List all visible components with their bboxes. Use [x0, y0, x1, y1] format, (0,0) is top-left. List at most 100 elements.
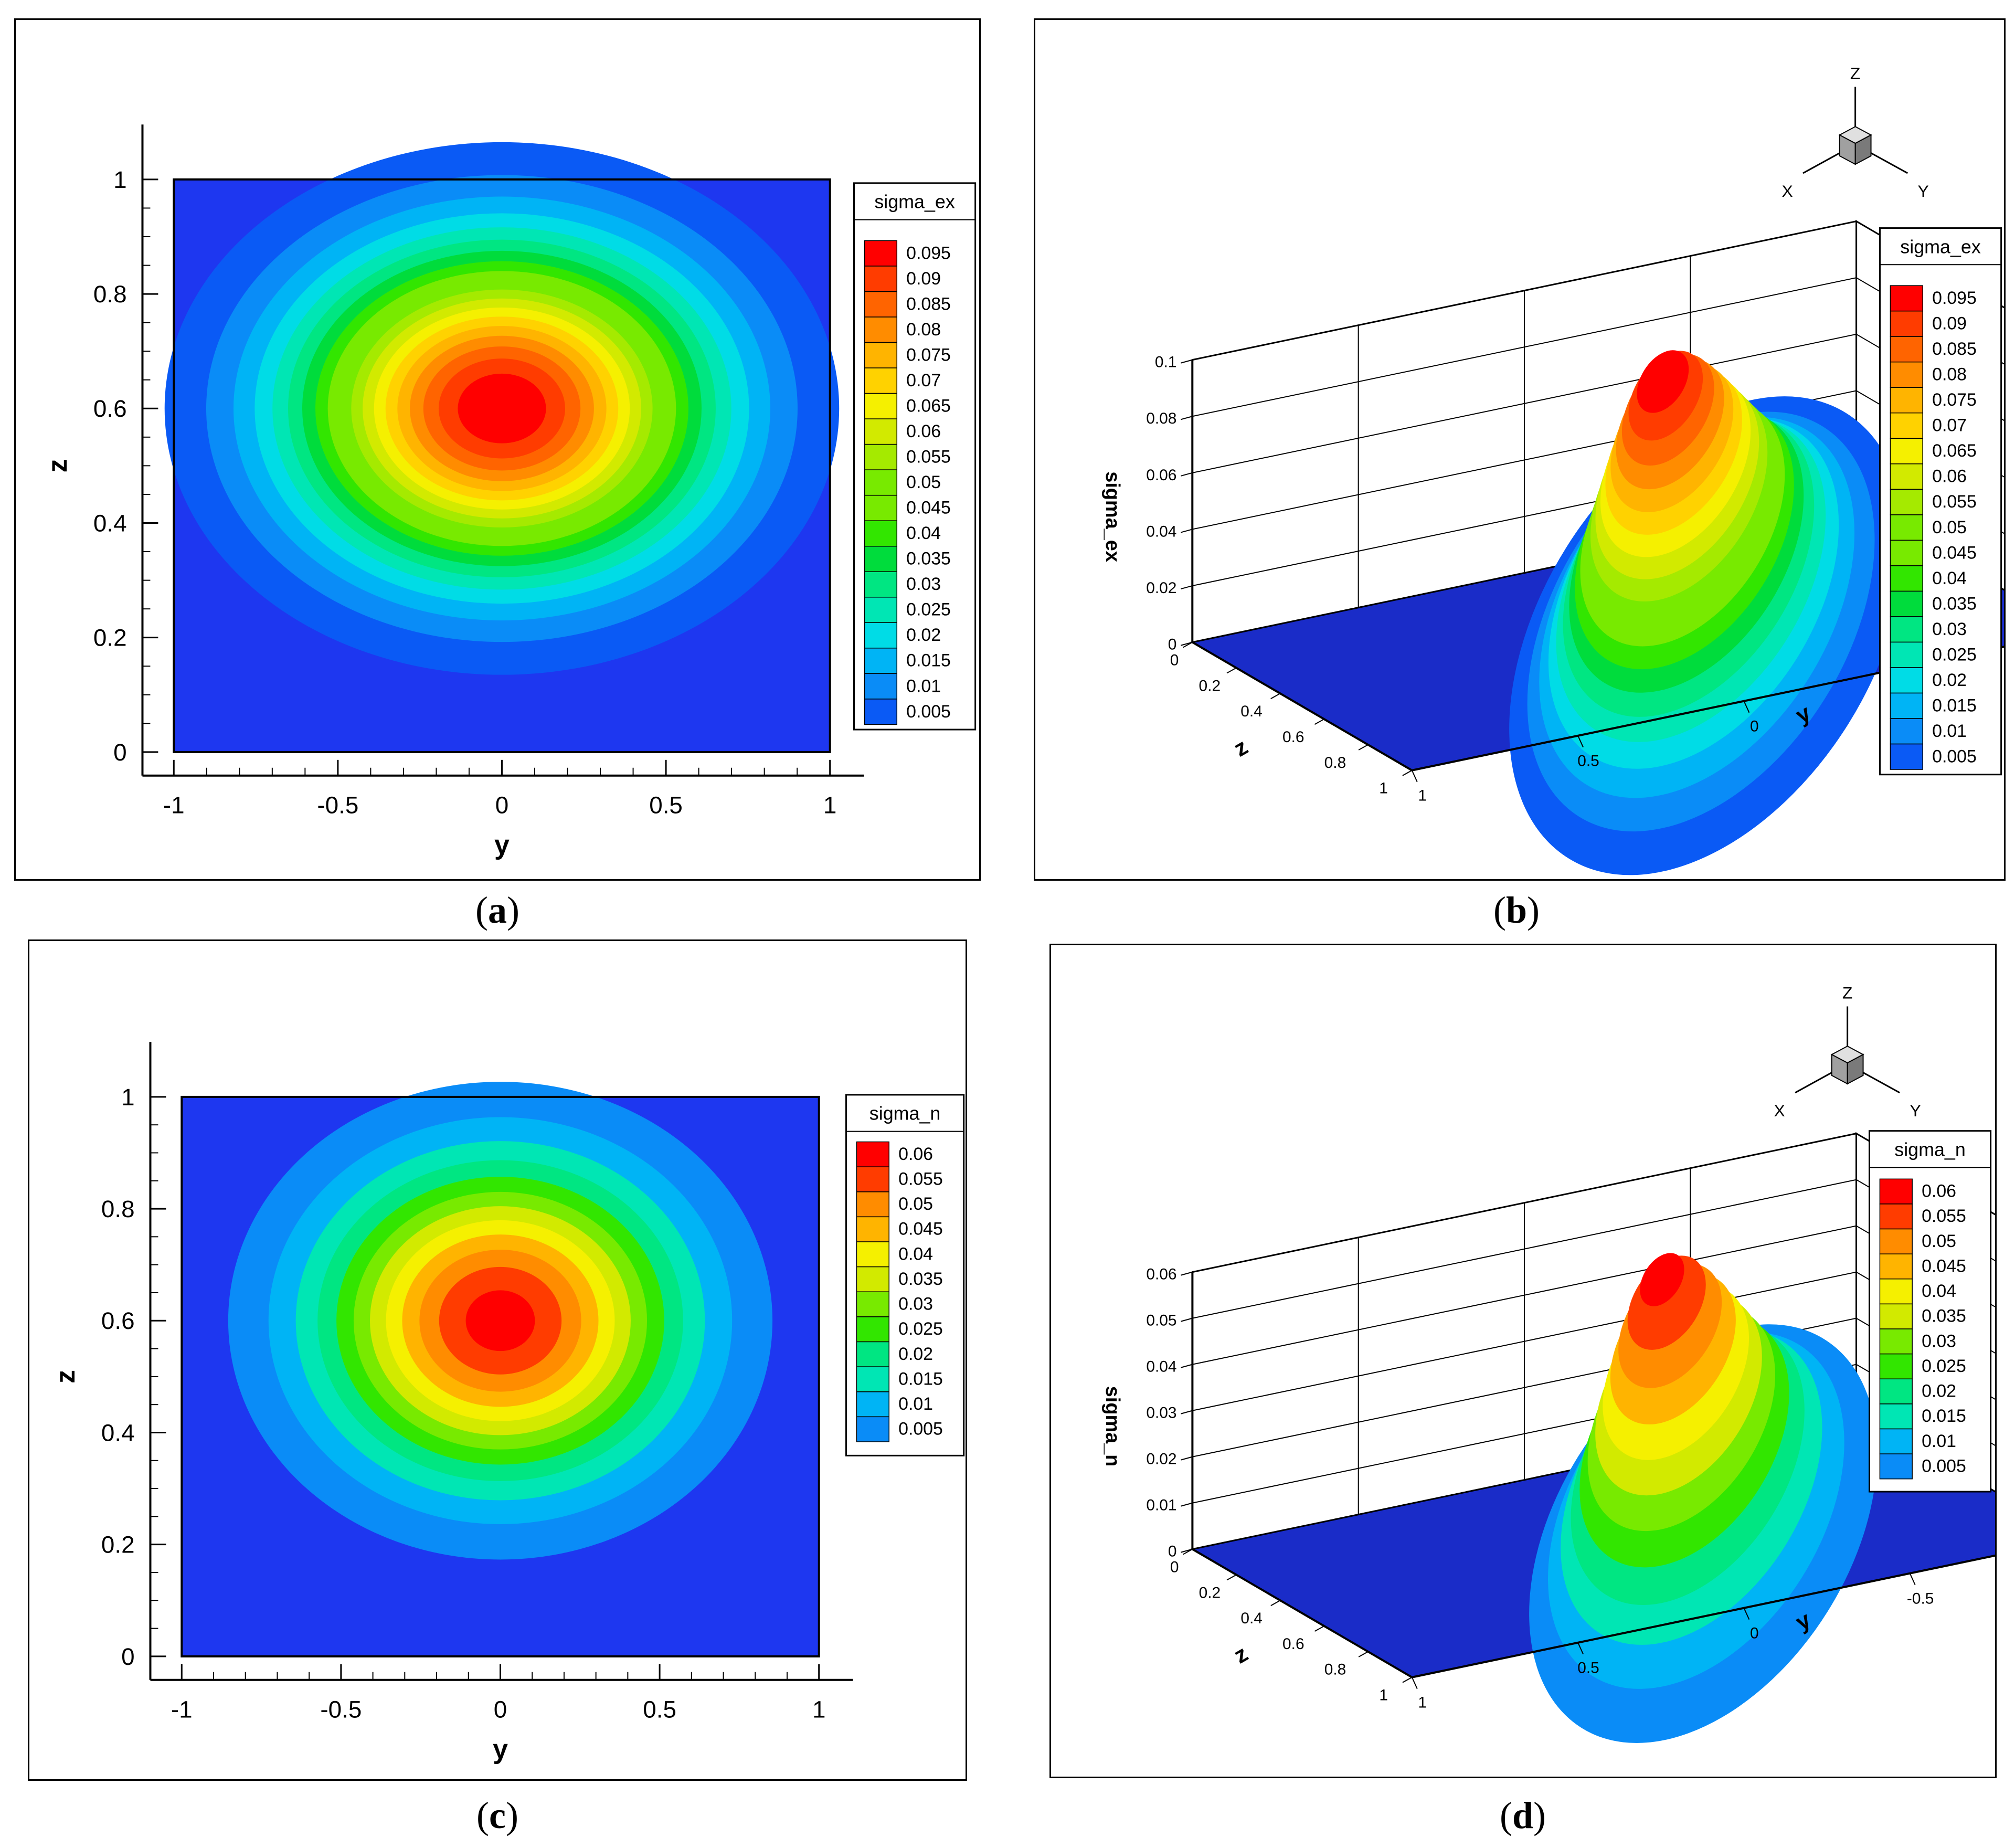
a-legend-swatch — [864, 469, 897, 496]
b-y-tick-label: 0.5 — [1577, 753, 1599, 770]
b-z-tick-label: 0.8 — [1324, 754, 1346, 772]
a-legend-title: sigma_ex — [874, 192, 955, 213]
a-legend-swatch — [864, 597, 897, 624]
d-legend-swatch — [1879, 1228, 1913, 1254]
d-legend-swatch — [1879, 1279, 1913, 1305]
d-y-tick-label: -0.5 — [1907, 1590, 1934, 1607]
panel-a-contour-plot: -1 -0.5 0 0.5 1 0 0.2 0.4 0.6 0.8 1 y z sigma_ex 0.095… — [14, 18, 981, 881]
c-legend-label: 0.04 — [898, 1244, 933, 1264]
b-value-tick-label: 0.1 — [1155, 354, 1177, 371]
d-triad-cube-right — [1847, 1053, 1864, 1085]
a-legend-label: 0.03 — [906, 574, 941, 594]
b-value-tick — [1181, 529, 1193, 533]
b-legend-swatch — [1890, 590, 1923, 617]
b-value-tick — [1181, 359, 1193, 364]
b-legend-label: 0.055 — [1932, 492, 1977, 512]
d-y-tick-label: 0.5 — [1577, 1659, 1599, 1676]
b-legend-swatch — [1890, 285, 1923, 312]
b-z-tick — [1182, 641, 1193, 648]
a-legend-swatch — [864, 622, 897, 649]
b-legend-label: 0.035 — [1932, 594, 1977, 614]
b-triad-cube-right — [1854, 134, 1872, 165]
c-z-tick-label: 0.2 — [101, 1532, 135, 1558]
a-legend-swatch — [864, 367, 897, 394]
a-y-tick-label: -1 — [163, 791, 185, 818]
c-contour-band — [465, 1290, 535, 1351]
d-y-tick — [1411, 1677, 1418, 1689]
b-wall-grid-line — [1192, 220, 2004, 361]
a-legend-swatch — [864, 545, 897, 572]
b-legend-label: 0.065 — [1932, 441, 1977, 461]
b-legend-swatch — [1890, 361, 1923, 388]
a-z-tick-label: 0.4 — [93, 510, 127, 536]
a-legend-swatch — [864, 266, 897, 292]
a-legend-swatch — [864, 648, 897, 674]
b-legend-swatch — [1890, 489, 1923, 515]
b-value-tick-label: 0.04 — [1146, 523, 1176, 540]
c-y-axis-title: y — [493, 1734, 508, 1764]
a-z-tick-label: 1 — [113, 166, 127, 193]
b-legend-swatch — [1890, 692, 1923, 719]
b-triad-z-label: Z — [1850, 64, 1860, 83]
c-z-tick-label: 1 — [121, 1084, 134, 1111]
b-legend-label: 0.08 — [1932, 365, 1967, 385]
c-legend-label: 0.05 — [898, 1194, 933, 1214]
panel-c-contour-plot: -1 -0.5 0 0.5 1 0 0.2 0.4 0.6 0.8 1 y z sigma_n 0.06 0.… — [28, 939, 967, 1781]
b-y-tick — [1577, 735, 1584, 748]
b-z-tick-label: 0.2 — [1199, 677, 1221, 694]
d-legend-label: 0.005 — [1922, 1456, 1966, 1476]
d-value-tick — [1181, 1410, 1193, 1414]
d-legend-swatch — [1879, 1328, 1913, 1355]
a-legend-swatch — [864, 291, 897, 318]
b-surface-band — [1637, 350, 1689, 413]
c-y-tick-label: 1 — [812, 1696, 825, 1723]
c-legend-swatch — [856, 1216, 889, 1242]
d-y-tick — [1743, 1608, 1750, 1620]
a-contour-band — [458, 373, 546, 443]
a-legend-label: 0.035 — [906, 549, 951, 569]
b-z-tick-label: 0.6 — [1282, 728, 1305, 746]
d-value-tick-label: 0.01 — [1146, 1497, 1176, 1514]
b-z-tick-label: 1 — [1379, 780, 1388, 797]
a-legend-label: 0.075 — [906, 345, 951, 365]
a-plot-frame — [173, 178, 831, 753]
a-legend-swatch — [864, 699, 897, 725]
b-legend-label: 0.075 — [1932, 390, 1977, 410]
d-z-tick — [1314, 1625, 1324, 1632]
d-value-tick-label: 0.02 — [1146, 1451, 1176, 1468]
d-legend-label: 0.035 — [1922, 1306, 1966, 1326]
a-z-axis-title: z — [42, 459, 72, 472]
d-legend-swatch — [1879, 1303, 1913, 1329]
d-value-axis-title: sigma_n — [1101, 1386, 1123, 1467]
d-z-tick — [1182, 1548, 1193, 1555]
d-value-tick-label: 0.06 — [1146, 1266, 1176, 1283]
a-legend-swatch — [864, 443, 897, 470]
c-z-tick-label: 0.6 — [101, 1307, 135, 1334]
d-y-tick — [1909, 1573, 1916, 1586]
a-z-tick-label: 0 — [113, 739, 127, 766]
c-legend-label: 0.02 — [898, 1344, 933, 1364]
b-z-tick — [1226, 667, 1237, 674]
b-legend-label: 0.03 — [1932, 619, 1967, 639]
b-z-tick-label: 0.4 — [1240, 703, 1263, 720]
b-legend-swatch — [1890, 641, 1923, 668]
caption-a: (a) — [475, 889, 519, 931]
c-z-tick-label: 0.8 — [101, 1196, 135, 1222]
c-legend-label: 0.025 — [898, 1319, 943, 1339]
caption-c: (c) — [476, 1794, 518, 1836]
plot-d-svg: 0 0.01 0.02 0.03 0.04 0.05 0.06 0 0.2 0.4 0.6 0.8 1 1… — [1101, 984, 1995, 1743]
d-wall-grid-line — [1192, 1179, 1995, 1319]
b-legend-label: 0.095 — [1932, 288, 1977, 308]
b-legend-label: 0.04 — [1932, 568, 1967, 588]
c-legend-label: 0.06 — [898, 1144, 933, 1164]
panel-d-surface-plot: 0 0.01 0.02 0.03 0.04 0.05 0.06 0 0.2 0.4 0.6 0.8 1 1… — [1049, 944, 1997, 1778]
d-z-tick-label: 1 — [1379, 1687, 1388, 1704]
b-legend-swatch — [1890, 565, 1923, 592]
c-y-tick-label: 0.5 — [643, 1696, 676, 1723]
c-legend-label: 0.03 — [898, 1294, 933, 1314]
c-z-tick-label: 0 — [121, 1643, 134, 1670]
d-wall-grid-line — [1192, 1317, 1995, 1458]
c-legend-title: sigma_n — [869, 1103, 941, 1124]
a-legend-label: 0.085 — [906, 294, 951, 314]
d-value-tick-label: 0.03 — [1146, 1405, 1176, 1422]
